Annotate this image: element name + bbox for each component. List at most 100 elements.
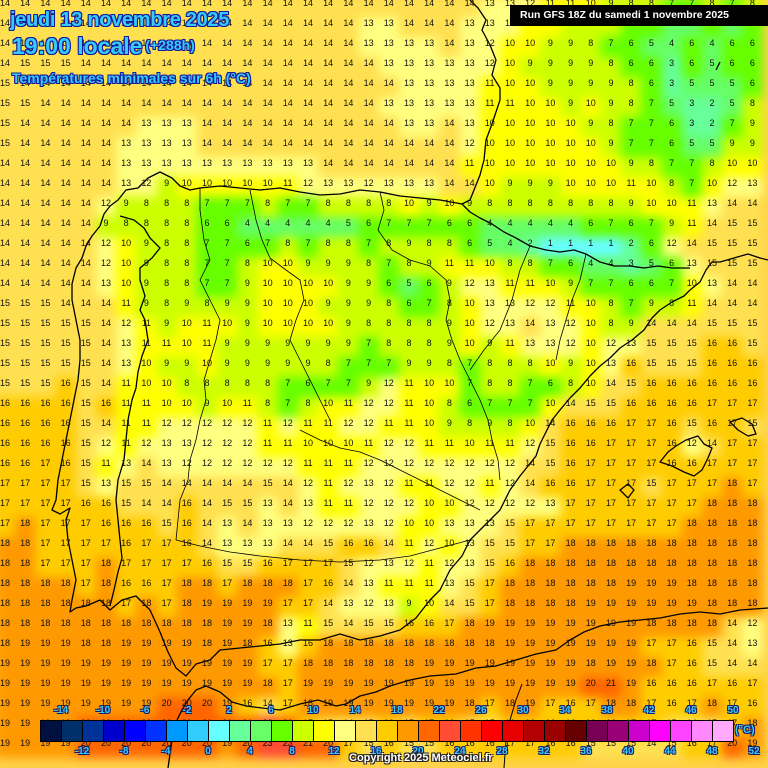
temperature-value: 13 [403,58,414,68]
temperature-value: 16 [20,438,31,448]
temperature-value: 10 [525,138,536,148]
temperature-value: 17 [605,478,616,488]
temperature-value: 14 [343,0,354,8]
temperature-value: 8 [406,338,412,348]
temperature-value: 18 [605,578,616,588]
temperature-value: 19 [585,618,596,628]
temperature-value: 16 [666,458,677,468]
temperature-value: 6 [366,218,372,228]
temperature-value: 3 [689,98,695,108]
temperature-value: 9 [244,278,250,288]
temperature-value: 14 [0,278,10,288]
temperature-value: 17 [60,518,71,528]
temperature-cell [156,137,178,158]
temperature-cell [560,237,582,258]
temperature-value: 10 [141,358,152,368]
temperature-value: 19 [626,618,637,628]
temperature-value: 11 [485,478,495,488]
temperature-value: 10 [646,178,657,188]
temperature-value: 13 [424,178,435,188]
temperature-value: 18 [262,578,273,588]
temperature-cell [96,237,117,258]
temperature-value: 9 [244,318,250,328]
temperature-cell [500,97,521,118]
temperature-cell [0,157,16,178]
temperature-cell [722,97,744,118]
temperature-value: 12 [302,178,313,188]
temperature-cell [520,137,542,158]
temperature-cell [358,297,380,318]
temperature-cell [116,77,138,98]
temperature-cell [237,77,259,98]
temperature-cell [257,277,279,298]
temperature-value: 18 [545,598,556,608]
temperature-cell [338,237,360,258]
temperature-value: 15 [80,338,91,348]
temperature-cell [439,277,461,298]
temperature-value: 18 [565,598,576,608]
temperature-value: 13 [464,538,475,548]
temperature-cell [75,297,97,318]
temperature-value: 14 [727,618,738,628]
temperature-value: 13 [383,18,394,28]
temperature-value: 18 [504,578,515,588]
temperature-cell [560,97,582,118]
temperature-value: 14 [60,0,71,8]
temperature-value: 6 [628,58,634,68]
temperature-value: 11 [505,278,515,288]
temperature-value: 14 [403,0,414,8]
temperature-cell [156,117,178,138]
temperature-cell [0,277,16,298]
temperature-cell [338,97,360,118]
temperature-value: 11 [444,438,455,448]
temperature-value: 10 [585,298,596,308]
temperature-cell [277,177,299,198]
temperature-value: 9 [568,278,574,288]
temperature-value: 19 [20,698,31,708]
temperature-value: 7 [689,158,695,168]
temperature-value: 16 [504,558,515,568]
legend-swatch [104,721,125,741]
temperature-value: 7 [648,138,654,148]
temperature-value: 7 [648,118,654,128]
legend-tick-bottom: 40 [622,746,634,757]
temperature-value: 18 [706,618,717,628]
temperature-cell [661,157,683,178]
temperature-value: 9 [426,198,432,208]
temperature-value: 15 [121,478,132,488]
temperature-value: 8 [305,398,311,408]
temperature-cell [318,237,340,258]
temperature-cell [641,197,663,218]
temperature-cell [520,57,542,78]
temperature-value: 14 [343,118,354,128]
temperature-value: 18 [0,558,10,568]
temperature-cell [520,37,542,58]
temperature-value: 17 [747,678,758,688]
temperature-value: 4 [588,258,594,268]
temperature-value: 14 [565,398,576,408]
temperature-cell [35,137,57,158]
temperature-value: 18 [585,578,596,588]
temperature-value: 13 [161,118,172,128]
temperature-cell [378,217,400,238]
temperature-value: 16 [262,558,273,568]
temperature-cell [197,277,218,298]
temperature-cell [560,117,582,138]
legend-tick-top: 14 [349,705,361,716]
temperature-value: 19 [444,678,455,688]
temperature-value: 7 [386,358,392,368]
temperature-value: 7 [204,278,210,288]
temperature-cell [156,277,178,298]
temperature-cell [742,237,764,258]
temperature-cell [459,297,481,318]
temperature-value: 18 [444,638,455,648]
forecast-offset: (+288h) [145,37,195,53]
temperature-value: 15 [706,258,717,268]
temperature-value: 14 [343,18,354,28]
temperature-value: 12 [403,558,414,568]
temperature-cell [540,237,562,258]
temperature-value: 13 [444,58,455,68]
temperature-cell [580,297,602,318]
temperature-cell [156,77,178,98]
temperature-value: 10 [484,118,495,128]
